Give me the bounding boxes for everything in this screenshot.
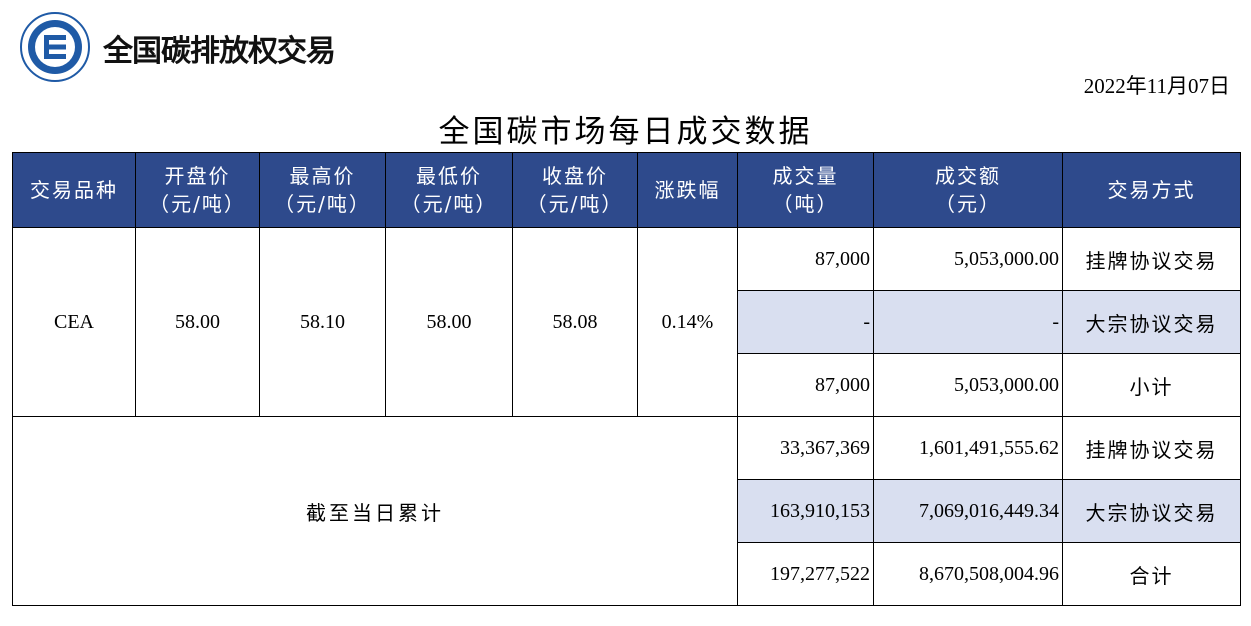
header-open: 开盘价 （元/吨）	[135, 152, 260, 228]
volume-cell: 87,000	[737, 353, 874, 417]
amount-cell: -	[873, 290, 1063, 354]
low-price-cell: 58.00	[385, 227, 513, 417]
header-volume: 成交量 （吨）	[737, 152, 874, 228]
mode-cell: 大宗协议交易	[1062, 290, 1241, 354]
mode-cell: 大宗协议交易	[1062, 479, 1241, 543]
mode-cell: 合计	[1062, 542, 1241, 606]
brand-name: 全国碳排放权交易	[103, 34, 336, 69]
amount-cell: 5,053,000.00	[873, 353, 1063, 417]
open-price-cell: 58.00	[135, 227, 260, 417]
volume-cell: 163,910,153	[737, 479, 874, 543]
product-cell: CEA	[12, 227, 136, 417]
header-high: 最高价 （元/吨）	[259, 152, 386, 228]
amount-cell: 7,069,016,449.34	[873, 479, 1063, 543]
mode-cell: 小计	[1062, 353, 1241, 417]
table-row: CEA 58.00 58.10 58.00 58.08 0.14% 87,000…	[12, 227, 1241, 417]
amount-cell: 8,670,508,004.96	[873, 542, 1063, 606]
header-mode: 交易方式	[1062, 152, 1241, 228]
cumulative-label: 截至当日累计	[12, 416, 738, 606]
page-title: 全国碳市场每日成交数据	[438, 114, 813, 150]
volume-cell: -	[737, 290, 874, 354]
amount-cell: 1,601,491,555.62	[873, 416, 1063, 480]
table-row: 163,910,153 7,069,016,449.34 大宗协议交易	[13, 479, 1241, 543]
close-price-cell: 58.08	[512, 227, 638, 417]
table-row: 87,000 5,053,000.00 小计	[13, 353, 1241, 417]
report-date: 2022年11月07日	[1083, 74, 1230, 98]
change-cell: 0.14%	[637, 227, 738, 417]
amount-cell: 5,053,000.00	[873, 227, 1063, 291]
header-close: 收盘价 （元/吨）	[512, 152, 638, 228]
mode-cell: 挂牌协议交易	[1062, 416, 1241, 480]
brand-logo-icon	[20, 12, 90, 82]
table-header-row: 交易品种 开盘价 （元/吨） 最高价 （元/吨） 最低价 （元/吨） 收盘价 （元/吨）…	[12, 152, 1241, 228]
trading-data-table: 交易品种 开盘价 （元/吨） 最高价 （元/吨） 最低价 （元/吨） 收盘价 （元/吨）…	[12, 152, 1241, 606]
table-row: - - 大宗协议交易	[13, 290, 1241, 354]
header-change: 涨跌幅	[637, 152, 738, 228]
mode-cell: 挂牌协议交易	[1062, 227, 1241, 291]
volume-cell: 87,000	[737, 227, 874, 291]
volume-cell: 33,367,369	[737, 416, 874, 480]
table-row: 截至当日累计 33,367,369 1,601,491,555.62 挂牌协议交…	[12, 416, 1241, 606]
volume-cell: 197,277,522	[737, 542, 874, 606]
high-price-cell: 58.10	[259, 227, 386, 417]
table-row: 197,277,522 8,670,508,004.96 合计	[13, 542, 1241, 606]
header-low: 最低价 （元/吨）	[385, 152, 513, 228]
header-amount: 成交额 （元）	[873, 152, 1063, 228]
header-product: 交易品种	[12, 152, 136, 228]
